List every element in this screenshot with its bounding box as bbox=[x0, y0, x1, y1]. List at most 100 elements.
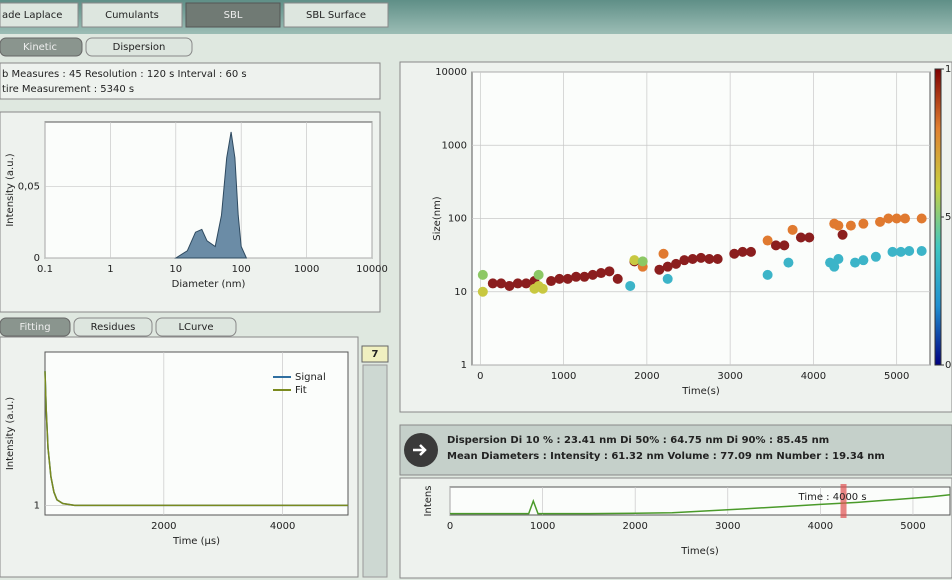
point bbox=[729, 248, 740, 259]
point bbox=[779, 240, 790, 251]
dispersion-text: Dispersion Di 10 % : 23.41 nm Di 50% : 6… bbox=[447, 435, 829, 446]
tab-label: Cumulants bbox=[105, 10, 159, 21]
x-axis-label: Time (µs) bbox=[172, 536, 220, 547]
info-line: tire Measurement : 5340 s bbox=[2, 84, 134, 95]
tab[interactable] bbox=[81, 2, 183, 28]
point bbox=[704, 253, 715, 264]
point bbox=[658, 248, 669, 259]
arrow-icon bbox=[413, 444, 427, 456]
point bbox=[883, 213, 894, 224]
scrollbar[interactable] bbox=[362, 364, 388, 578]
point bbox=[554, 273, 565, 284]
legend-label: Fit bbox=[295, 385, 307, 396]
tab-active[interactable] bbox=[185, 2, 281, 28]
mean-text: Mean Diameters : Intensity : 61.32 nm Vo… bbox=[447, 451, 885, 462]
point bbox=[579, 271, 590, 282]
x-tick-label: 2000 bbox=[151, 521, 176, 532]
x-tick-label: 4000 bbox=[801, 371, 826, 382]
x-tick-label: 0.1 bbox=[37, 264, 53, 275]
point bbox=[712, 253, 723, 264]
x-tick-label: 4000 bbox=[270, 521, 295, 532]
x-tick-label: 10000 bbox=[356, 264, 388, 275]
fit-tab-active[interactable] bbox=[0, 317, 71, 337]
tab-label: ade Laplace bbox=[2, 10, 62, 21]
point bbox=[571, 271, 582, 282]
x-axis-label: Time(s) bbox=[681, 386, 720, 397]
counter: 7 bbox=[372, 349, 379, 360]
point bbox=[900, 213, 911, 224]
line bbox=[450, 494, 951, 515]
point bbox=[687, 253, 698, 264]
x-tick-label: 1000 bbox=[551, 371, 576, 382]
info-line: b Measures : 45 Resolution : 120 s Inter… bbox=[2, 69, 247, 80]
point bbox=[762, 269, 773, 280]
x-tick-label: 10 bbox=[169, 264, 182, 275]
point bbox=[521, 278, 532, 289]
y-tick-label: 1 bbox=[461, 360, 467, 371]
x-tick-label: 3000 bbox=[717, 371, 742, 382]
subtab[interactable] bbox=[85, 37, 193, 57]
point bbox=[512, 278, 523, 289]
y-tick-label: 0 bbox=[34, 253, 40, 264]
fit-tab[interactable] bbox=[73, 317, 153, 337]
colorbar-label: 50 bbox=[945, 212, 952, 223]
point bbox=[654, 264, 665, 275]
point bbox=[596, 268, 607, 279]
tab[interactable] bbox=[0, 2, 79, 28]
point bbox=[916, 246, 927, 257]
point bbox=[662, 273, 673, 284]
point bbox=[833, 220, 844, 231]
point bbox=[858, 255, 869, 266]
point bbox=[604, 266, 615, 277]
tab[interactable] bbox=[283, 2, 389, 28]
annotation: Time : 4000 s bbox=[798, 492, 867, 503]
area bbox=[174, 131, 248, 259]
y-tick-label: 0,05 bbox=[18, 181, 40, 192]
x-tick-label: 2000 bbox=[622, 521, 647, 532]
point bbox=[637, 256, 648, 267]
x-tick-label: 0 bbox=[447, 521, 453, 532]
y-tick-label: 1000 bbox=[442, 140, 467, 151]
fit-tab-label: Residues bbox=[91, 322, 136, 333]
point bbox=[762, 235, 773, 246]
point bbox=[562, 273, 573, 284]
x-tick-label: 5000 bbox=[900, 521, 925, 532]
y-tick-label: 10000 bbox=[435, 67, 467, 78]
point bbox=[612, 273, 623, 284]
point bbox=[546, 276, 557, 287]
subtab-active[interactable] bbox=[0, 37, 83, 57]
dispersion-panel bbox=[399, 424, 952, 476]
fit-tab-label: Fitting bbox=[19, 322, 50, 333]
y-axis-label: Intens bbox=[423, 486, 434, 517]
point bbox=[891, 213, 902, 224]
fit-tab[interactable] bbox=[155, 317, 237, 337]
y-tick-label: 1 bbox=[34, 500, 40, 511]
x-tick-label: 2000 bbox=[634, 371, 659, 382]
cursor bbox=[840, 484, 847, 518]
point bbox=[916, 213, 927, 224]
point bbox=[837, 229, 848, 240]
point bbox=[787, 224, 798, 235]
point bbox=[477, 269, 488, 280]
point bbox=[737, 246, 748, 257]
point bbox=[587, 269, 598, 280]
x-tick-label: 1000 bbox=[294, 264, 319, 275]
subtab-label: Kinetic bbox=[23, 42, 57, 53]
y-tick-label: 100 bbox=[448, 214, 467, 225]
point bbox=[870, 251, 881, 262]
subtab-label: Dispersion bbox=[113, 42, 166, 53]
point bbox=[804, 232, 815, 243]
y-axis-label: Size(nm) bbox=[432, 196, 443, 241]
tab-label: SBL Surface bbox=[306, 10, 366, 21]
point bbox=[671, 258, 682, 269]
x-axis-label: Diameter (nm) bbox=[172, 279, 246, 290]
point bbox=[487, 278, 498, 289]
colorbar bbox=[934, 68, 942, 366]
x-tick-label: 5000 bbox=[884, 371, 909, 382]
point bbox=[829, 261, 840, 272]
x-tick-label: 1 bbox=[107, 264, 113, 275]
colorbar-label: 100 bbox=[945, 64, 952, 75]
colorbar-label: 0 bbox=[945, 360, 951, 371]
y-axis-label: Intensity (a.u.) bbox=[5, 153, 16, 226]
